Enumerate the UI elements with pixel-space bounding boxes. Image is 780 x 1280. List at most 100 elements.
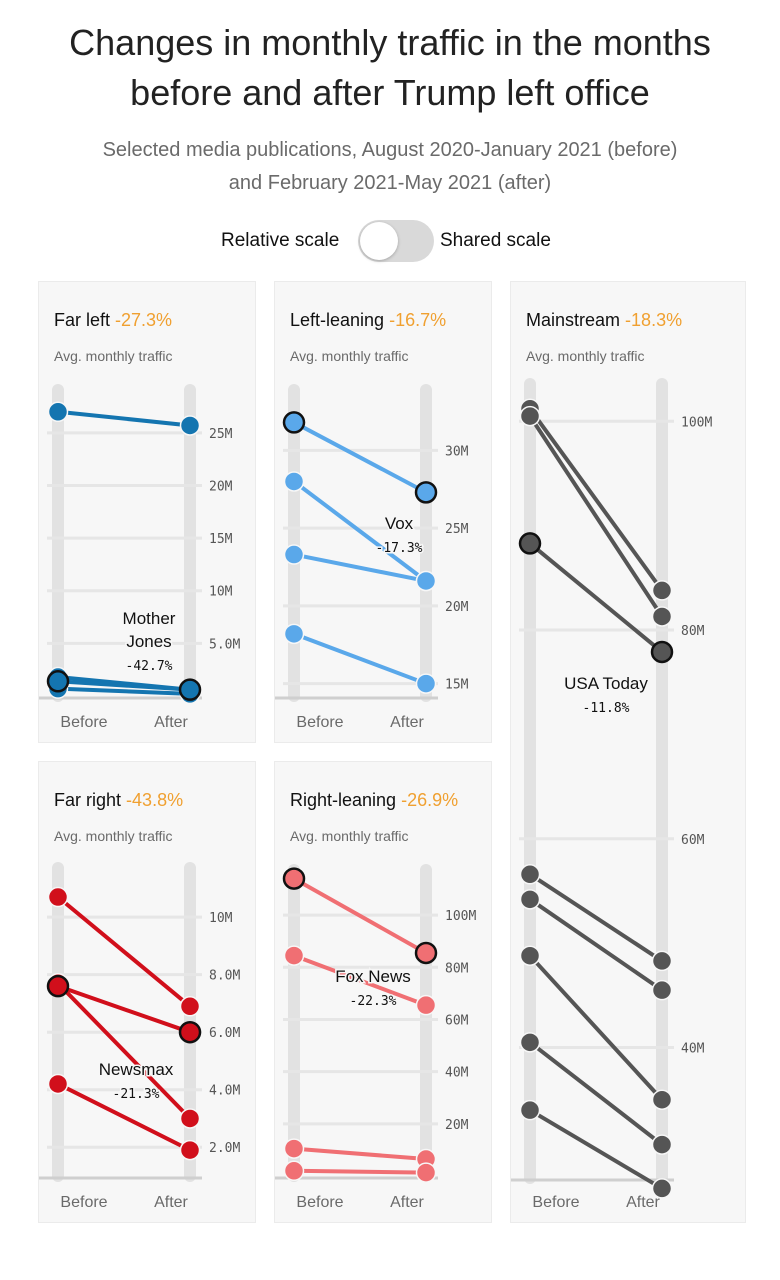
annotation-change: -17.3% — [376, 541, 423, 556]
panel-subtitle: Avg. monthly traffic — [290, 828, 409, 844]
slope-line — [528, 954, 664, 1102]
highlight-after-point — [178, 678, 202, 701]
x-label-after: After — [626, 1194, 660, 1211]
y-tick-label: 25M — [209, 427, 233, 442]
slope-line — [57, 686, 191, 696]
annotation-change: -22.3% — [350, 994, 397, 1009]
panel-change: -18.3% — [625, 310, 683, 330]
after-point — [415, 570, 437, 592]
before-point — [283, 623, 305, 645]
y-tick-label: 30M — [445, 444, 469, 459]
before-point — [283, 544, 305, 565]
after-point — [651, 580, 673, 601]
slope-line — [528, 414, 664, 618]
chart-subtitle-line2: and February 2021-May 2021 (after) — [228, 172, 552, 194]
highlight-after-point — [178, 1020, 202, 1044]
after-point — [651, 950, 673, 972]
annotation-name: USA Today — [564, 674, 648, 693]
slope-line — [528, 872, 664, 963]
after-point — [415, 673, 437, 694]
before-point — [47, 401, 69, 423]
x-label-before: Before — [532, 1194, 579, 1211]
highlight-slope-line — [293, 876, 427, 955]
x-label-before: Before — [60, 714, 107, 731]
y-tick-label: 40M — [445, 1066, 469, 1081]
annotation-change: -11.8% — [583, 701, 630, 716]
after-point — [651, 1134, 673, 1155]
chart-subtitle: Selected media publications, August 2020… — [40, 134, 740, 200]
before-point — [519, 1099, 541, 1121]
slope-line — [56, 981, 192, 1120]
y-tick-label: 5.0M — [209, 637, 240, 652]
relative-scale-label: Relative scale — [221, 230, 340, 251]
panel-heading: Far left -27.3% — [54, 310, 172, 331]
after-point — [179, 1108, 201, 1129]
panel-subtitle: Avg. monthly traffic — [54, 348, 173, 364]
panel-right-leaning: Right-leaning -26.9% Avg. monthly traffi… — [274, 761, 492, 1223]
slope-line — [293, 953, 427, 1008]
after-point — [651, 1178, 673, 1199]
y-tick-label: 4.0M — [209, 1084, 240, 1099]
after-point — [179, 996, 201, 1017]
panel-title: Far left — [54, 310, 111, 330]
y-tick-label: 100M — [681, 415, 712, 430]
highlight-before-point — [518, 532, 542, 555]
chart-title-line1: Changes in monthly traffic in the months — [69, 22, 711, 63]
y-tick-label: 60M — [681, 833, 705, 848]
annotation-name: Mother — [123, 609, 176, 628]
x-label-after: After — [154, 714, 188, 731]
y-tick-label: 20M — [445, 1118, 469, 1133]
slope-line — [528, 897, 664, 992]
y-tick-label: 20M — [445, 600, 469, 615]
panel-change: -16.7% — [389, 310, 447, 330]
slope-line — [293, 1168, 427, 1175]
scale-toggle-row: Relative scale Shared scale — [0, 220, 780, 262]
y-tick-label: 60M — [445, 1013, 469, 1028]
highlight-before-point — [46, 670, 70, 693]
panel-far-right: Far right -43.8% Avg. monthly traffic 2.… — [38, 761, 256, 1223]
chart-title-line2: before and after Trump left office — [130, 72, 650, 113]
before-point — [519, 945, 541, 966]
before-point — [519, 889, 541, 910]
x-label-after: After — [390, 1194, 424, 1211]
after-point — [651, 979, 673, 1001]
before-point — [519, 1032, 541, 1053]
after-point — [651, 1089, 673, 1110]
panel-title: Left-leaning — [290, 310, 385, 330]
highlight-slope-line — [57, 679, 191, 692]
before-point — [283, 1160, 305, 1182]
highlight-slope-line — [57, 984, 191, 1035]
shared-scale-label: Shared scale — [440, 230, 551, 251]
slope-line — [57, 1082, 191, 1152]
y-tick-label: 6.0M — [209, 1026, 240, 1041]
after-point — [179, 1139, 201, 1161]
y-tick-label: 80M — [445, 961, 469, 976]
after-point — [651, 606, 673, 627]
annotation-name: Vox — [385, 514, 414, 533]
slope-line — [57, 409, 191, 428]
panel-heading: Far right -43.8% — [54, 790, 183, 811]
slope-line — [528, 1108, 664, 1191]
annotation-name: Jones — [126, 632, 171, 651]
panel-title: Far right — [54, 790, 122, 810]
annotation-name: Newsmax — [99, 1060, 174, 1079]
highlight-before-point — [282, 411, 306, 434]
panel-heading: Left-leaning -16.7% — [290, 310, 446, 331]
after-point — [415, 994, 437, 1016]
y-tick-label: 100M — [445, 909, 476, 924]
slope-line — [292, 479, 428, 583]
scale-toggle-knob[interactable] — [360, 222, 398, 260]
annotation-change: -42.7% — [126, 659, 173, 674]
highlight-after-point — [414, 481, 438, 504]
panel-change: -26.9% — [401, 790, 459, 810]
slope-line — [528, 1040, 664, 1147]
y-tick-label: 10M — [209, 911, 233, 926]
y-tick-label: 15M — [445, 678, 469, 693]
highlight-slope-line — [528, 541, 664, 654]
before-point — [519, 405, 541, 427]
panel-change: -43.8% — [126, 790, 184, 810]
y-tick-label: 15M — [209, 532, 233, 547]
before-point — [519, 864, 541, 885]
scale-toggle-switch[interactable] — [358, 220, 434, 262]
y-tick-label: 8.0M — [209, 969, 240, 984]
